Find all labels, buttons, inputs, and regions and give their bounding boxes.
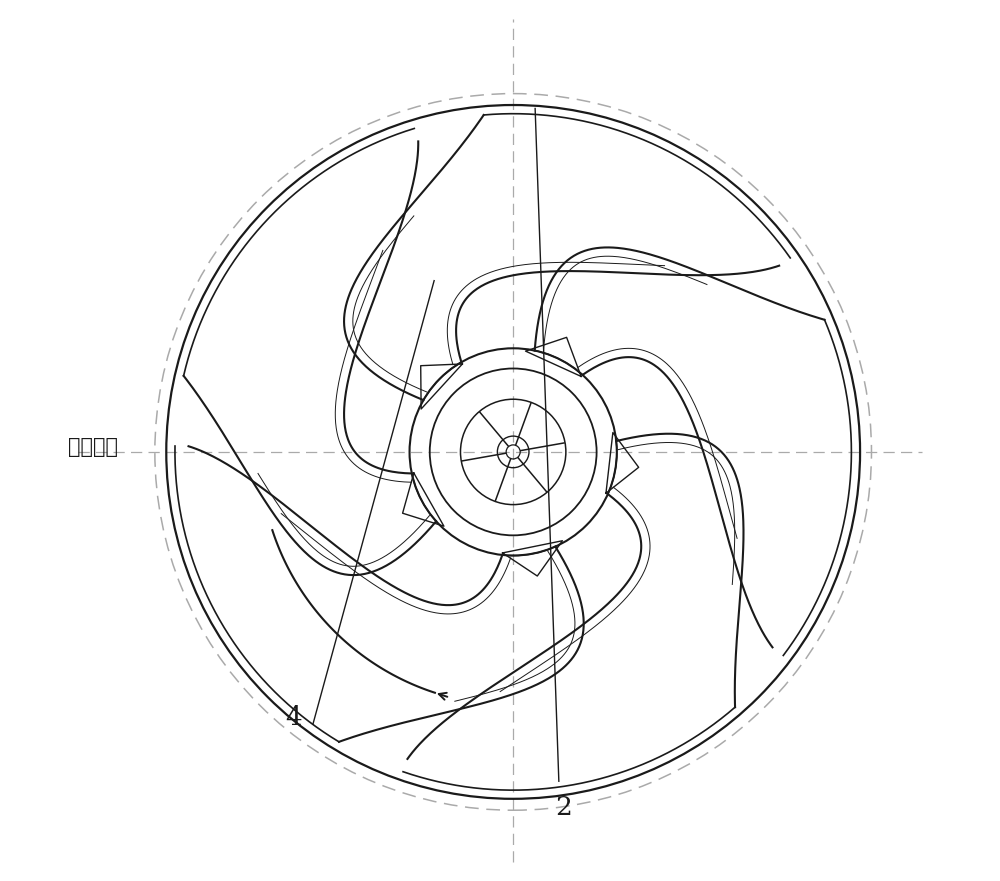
Text: 旋转方向: 旋转方向	[68, 437, 118, 456]
Text: 4: 4	[285, 705, 302, 729]
Text: 2: 2	[555, 795, 572, 820]
